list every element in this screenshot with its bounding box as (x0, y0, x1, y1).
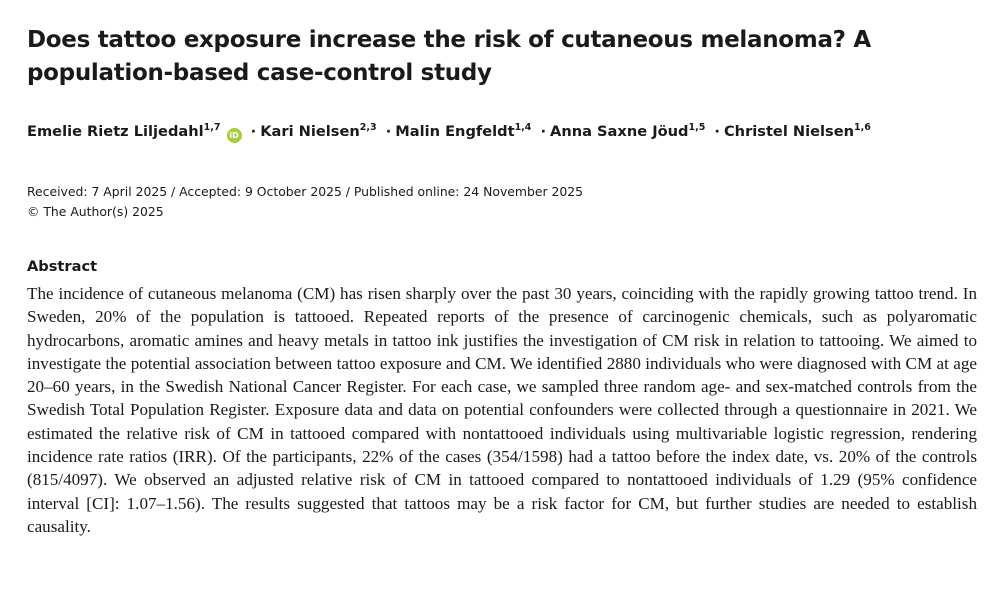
author-name[interactable]: Malin Engfeldt (395, 123, 515, 140)
author-affiliation: 1,4 (514, 122, 532, 133)
author-name[interactable]: Anna Saxne Jöud (550, 123, 689, 140)
article-title: Does tattoo exposure increase the risk o… (27, 27, 871, 86)
author-separator: · (385, 123, 392, 140)
author-separator: · (250, 123, 257, 140)
author-separator: · (540, 123, 547, 140)
author-affiliation: 1,7 (203, 122, 221, 133)
abstract-text: The incidence of cutaneous melanoma (CM)… (27, 284, 977, 536)
author-name[interactable]: Emelie Rietz Liljedahl (27, 123, 204, 140)
author-list: Emelie Rietz Liljedahl1,7 iD · Kari Niels… (27, 121, 977, 143)
author-separator: · (714, 123, 720, 140)
orcid-icon[interactable]: iD (226, 128, 242, 143)
author-name[interactable]: Christel Nielsen (723, 123, 855, 140)
author-affiliation: 1,5 (688, 122, 706, 133)
abstract-heading: Abstract (27, 258, 98, 275)
dates-line: Received: 7 April 2025 / Accepted: 9 Oct… (27, 184, 584, 199)
copyright-line: © The Author(s) 2025 (27, 204, 164, 219)
author-name[interactable]: Kari Nielsen (260, 123, 360, 140)
publication-history: Received: 7 April 2025 / Accepted: 9 Oct… (27, 182, 927, 222)
author-affiliation: 1,6 (854, 122, 871, 133)
author-affiliation: 2,3 (359, 122, 377, 133)
